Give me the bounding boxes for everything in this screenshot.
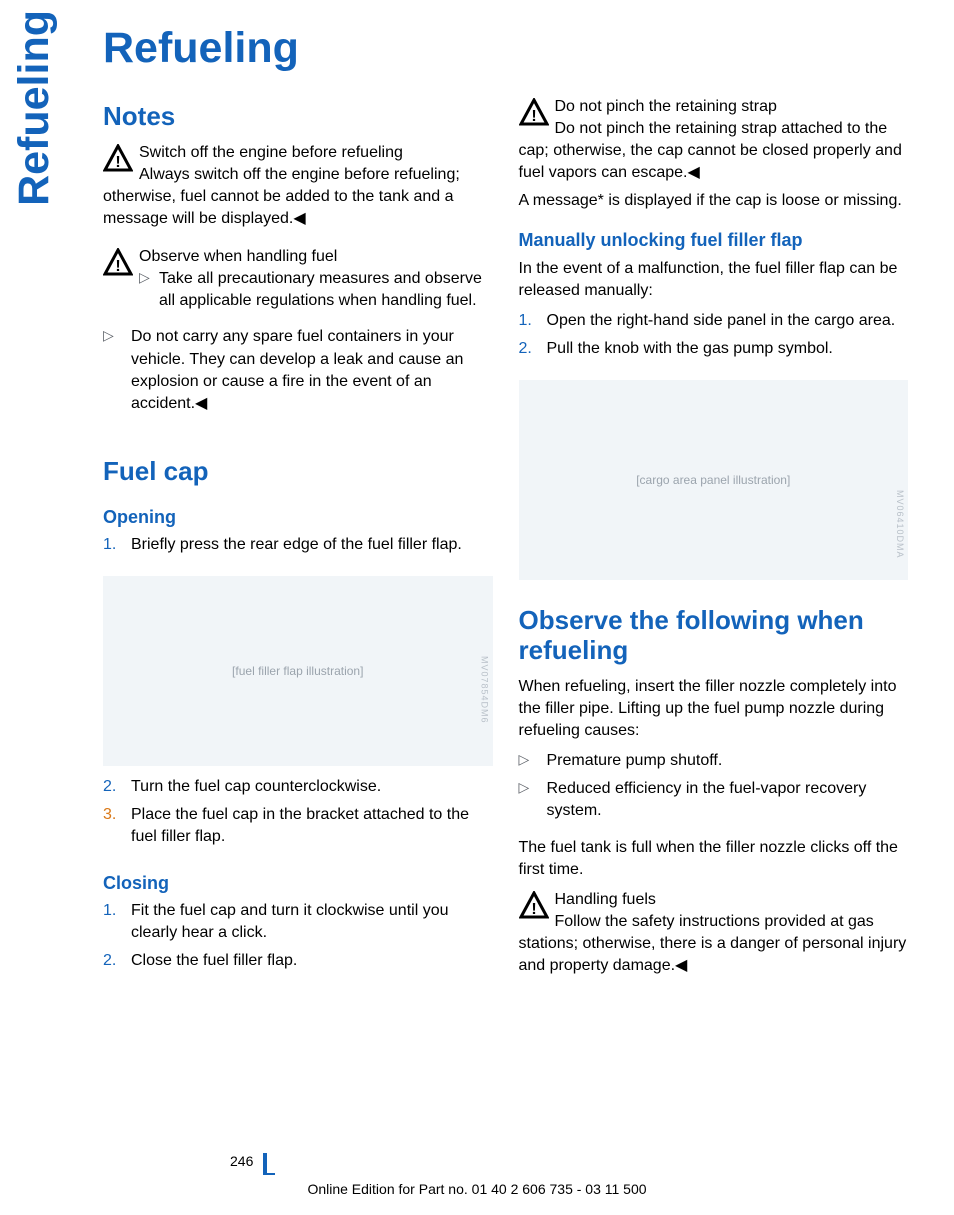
list-item: 3. Place the fuel cap in the bracket atta…: [103, 804, 493, 848]
paragraph-observe-intro: When refueling, insert the filler nozzle…: [519, 676, 909, 742]
warning-title: Observe when handling fuel: [139, 248, 337, 265]
right-column: ! Do not pinch the retaining strap Do no…: [519, 96, 909, 986]
list-item: Reduced efficiency in the fuel-vapor rec…: [519, 778, 909, 822]
section-heading-observe: Observe the following when refueling: [519, 606, 909, 666]
step-number: 2.: [103, 776, 116, 798]
step-text: Close the fuel filler flap.: [131, 952, 297, 969]
step-text: Pull the knob with the gas pump symbol.: [547, 340, 833, 357]
figure-cargo-panel: [cargo area panel illustration] MV06410D…: [519, 380, 909, 580]
paragraph-tank-full: The fuel tank is full when the filler no…: [519, 837, 909, 881]
opening-steps-part2: 2. Turn the fuel cap counterclockwise. 3.…: [103, 776, 493, 854]
warning-bullet-list: Take all precautionary measures and obse…: [103, 268, 493, 312]
step-number: 1.: [103, 534, 116, 556]
paragraph-loose-cap-message: A message* is displayed if the cap is lo…: [519, 190, 909, 212]
sidebar-chapter-tab: Refueling: [10, 10, 59, 206]
svg-text:!: !: [531, 108, 536, 125]
list-item: Premature pump shutoff.: [519, 750, 909, 772]
observe-bullets: Premature pump shutoff. Reduced efficien…: [519, 750, 909, 828]
warning-title: Do not pinch the retaining strap: [555, 98, 777, 115]
warning-title: Handling fuels: [555, 891, 656, 908]
warning-bullet-list-cont: Do not carry any spare fuel containers i…: [103, 326, 493, 420]
step-number: 2.: [103, 950, 116, 972]
step-text: Briefly press the rear edge of the fuel …: [131, 536, 462, 553]
step-text: Fit the fuel cap and turn it clockwise u…: [131, 902, 449, 941]
figure-fuel-flap: [fuel filler flap illustration] MV07854D…: [103, 576, 493, 766]
figure-code: MV06410DMA: [895, 490, 905, 559]
page-number: 246: [230, 1153, 253, 1169]
content-area: Notes ! Switch off the engine before ref…: [103, 96, 908, 986]
list-item: 1. Open the right-hand side panel in the …: [519, 310, 909, 332]
warning-switch-off-engine: ! Switch off the engine before refueling…: [103, 142, 493, 230]
figure-placeholder: [cargo area panel illustration]: [636, 473, 790, 487]
list-item: 1. Fit the fuel cap and turn it clockwise…: [103, 900, 493, 944]
step-number: 3.: [103, 804, 116, 826]
warning-icon: !: [519, 98, 549, 128]
section-heading-notes: Notes: [103, 102, 493, 132]
warning-icon: !: [103, 144, 133, 174]
footer-accent-bar: [263, 1153, 275, 1175]
step-text: Place the fuel cap in the bracket attach…: [131, 806, 469, 845]
step-text: Turn the fuel cap counterclockwise.: [131, 778, 381, 795]
list-item: 1. Briefly press the rear edge of the fue…: [103, 534, 493, 556]
warning-body: Always switch off the engine before refu…: [103, 164, 493, 230]
warning-body: Do not pinch the retaining strap attache…: [519, 118, 909, 184]
subheading-manual-unlock: Manually unlocking fuel filler flap: [519, 230, 909, 252]
warning-body: Follow the safety instructions provided …: [519, 911, 909, 977]
figure-placeholder: [fuel filler flap illustration]: [232, 664, 363, 678]
warning-title: Switch off the engine before refueling: [139, 144, 403, 161]
opening-steps-part1: 1. Briefly press the rear edge of the fue…: [103, 534, 493, 562]
list-item: 2. Pull the knob with the gas pump symbol…: [519, 338, 909, 360]
step-number: 1.: [103, 900, 116, 922]
warning-retaining-strap: ! Do not pinch the retaining strap Do no…: [519, 96, 909, 184]
closing-steps: 1. Fit the fuel cap and turn it clockwise…: [103, 900, 493, 978]
figure-code: MV07854DM6: [480, 656, 490, 724]
step-text: Open the right-hand side panel in the ca…: [547, 312, 896, 329]
warning-icon: !: [519, 891, 549, 921]
svg-text:!: !: [115, 154, 120, 171]
manual-steps: 1. Open the right-hand side panel in the …: [519, 310, 909, 366]
svg-text:!: !: [531, 901, 536, 918]
list-item: 2. Close the fuel filler flap.: [103, 950, 493, 972]
section-heading-fuel-cap: Fuel cap: [103, 457, 493, 487]
list-item: Take all precautionary measures and obse…: [103, 268, 493, 312]
page-title: Refueling: [103, 24, 299, 73]
warning-handling-fuel: ! Observe when handling fuel Take all pr…: [103, 246, 493, 320]
step-number: 1.: [519, 310, 532, 332]
subheading-closing: Closing: [103, 873, 493, 895]
footer-line: Online Edition for Part no. 01 40 2 606 …: [0, 1181, 954, 1197]
left-column: Notes ! Switch off the engine before ref…: [103, 96, 493, 986]
step-number: 2.: [519, 338, 532, 360]
paragraph-manual-intro: In the event of a malfunction, the fuel …: [519, 258, 909, 302]
subheading-opening: Opening: [103, 507, 493, 529]
warning-handling-fuels-safety: ! Handling fuels Follow the safety instr…: [519, 889, 909, 977]
list-item: 2. Turn the fuel cap counterclockwise.: [103, 776, 493, 798]
list-item: Do not carry any spare fuel containers i…: [103, 326, 493, 414]
